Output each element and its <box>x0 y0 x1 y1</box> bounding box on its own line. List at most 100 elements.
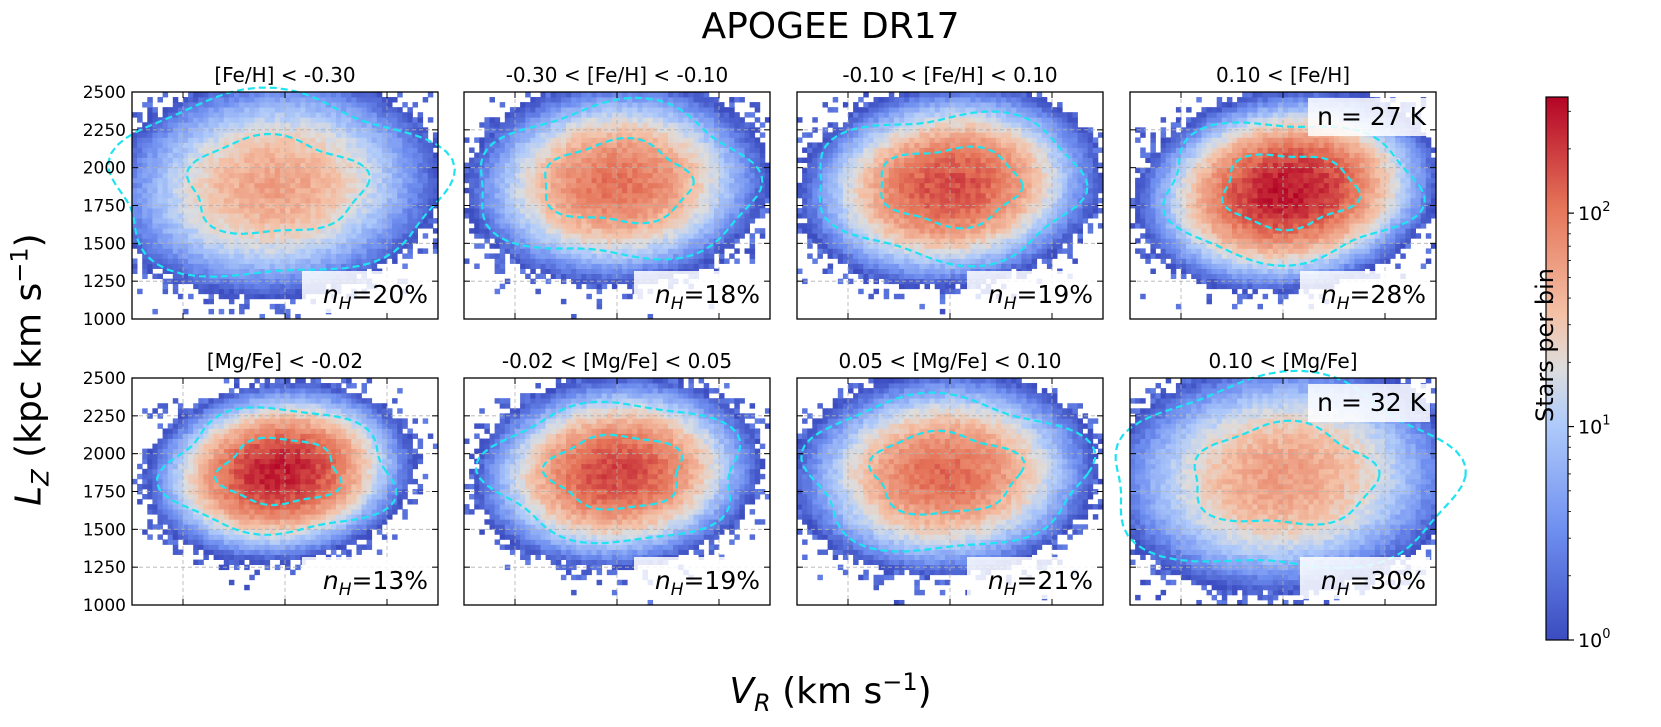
heatmap-bin <box>316 117 322 122</box>
heatmap-bin <box>546 102 552 107</box>
heatmap-bin <box>229 299 235 304</box>
heatmap-bin <box>321 198 327 203</box>
heatmap-bin <box>198 269 204 274</box>
heatmap-bin <box>576 168 582 173</box>
heatmap-bin <box>168 132 174 137</box>
heatmap-bin <box>132 223 138 228</box>
heatmap-bin <box>193 97 199 102</box>
heatmap-bin <box>341 218 347 223</box>
heatmap-bin <box>688 153 694 158</box>
heatmap-bin <box>474 188 480 193</box>
heatmap-bin <box>168 147 174 152</box>
heatmap-bin <box>387 112 393 117</box>
heatmap-bin <box>541 223 547 228</box>
heatmap-bin <box>265 168 271 173</box>
heatmap-bin <box>402 264 408 269</box>
heatmap-bin <box>637 142 643 147</box>
heatmap-bin <box>209 228 215 233</box>
heatmap-bin <box>678 137 684 142</box>
heatmap-bin <box>219 173 225 178</box>
heatmap-bin <box>622 183 628 188</box>
heatmap-bin <box>566 158 572 163</box>
heatmap-bin <box>239 243 245 248</box>
heatmap-bin <box>520 218 526 223</box>
heatmap-bin <box>163 258 169 263</box>
heatmap-bin <box>280 163 286 168</box>
heatmap-bin <box>637 173 643 178</box>
heatmap-bin <box>597 92 603 97</box>
heatmap-bin <box>387 107 393 112</box>
heatmap-bin <box>142 158 148 163</box>
heatmap-bin <box>295 122 301 127</box>
heatmap-bin <box>510 248 516 253</box>
heatmap-bin <box>469 193 475 198</box>
heatmap-bin <box>331 253 337 258</box>
heatmap-bin <box>244 153 250 158</box>
heatmap-bin <box>137 158 143 163</box>
heatmap-bin <box>592 132 598 137</box>
heatmap-bin <box>525 193 531 198</box>
heatmap-bin <box>688 122 694 127</box>
heatmap-bin <box>229 294 235 299</box>
heatmap-bin <box>209 137 215 142</box>
heatmap-bin <box>168 218 174 223</box>
heatmap-bin <box>586 223 592 228</box>
heatmap-bin <box>168 248 174 253</box>
heatmap-bin <box>377 213 383 218</box>
heatmap-bin <box>295 193 301 198</box>
heatmap-bin <box>285 92 291 97</box>
heatmap-bin <box>367 248 373 253</box>
heatmap-bin <box>229 173 235 178</box>
heatmap-bin <box>653 213 659 218</box>
heatmap-bin <box>525 163 531 168</box>
heatmap-bin <box>254 168 260 173</box>
heatmap-bin <box>193 248 199 253</box>
heatmap-bin <box>331 137 337 142</box>
heatmap-bin <box>341 173 347 178</box>
heatmap-bin <box>326 122 332 127</box>
heatmap-bin <box>188 173 194 178</box>
heatmap-bin <box>158 163 164 168</box>
heatmap-bin <box>193 112 199 117</box>
heatmap-bin <box>648 122 654 127</box>
heatmap-bin <box>173 228 179 233</box>
heatmap-bin <box>576 198 582 203</box>
heatmap-bin <box>326 243 332 248</box>
heatmap-bin <box>260 107 266 112</box>
heatmap-bin <box>418 158 424 163</box>
heatmap-bin <box>387 198 393 203</box>
heatmap-bin <box>694 228 700 233</box>
heatmap-bin <box>617 173 623 178</box>
heatmap-bin <box>597 304 603 309</box>
heatmap-bin <box>622 117 628 122</box>
heatmap-bin <box>617 274 623 279</box>
heatmap-bin <box>367 147 373 152</box>
heatmap-bin <box>484 193 490 198</box>
heatmap-bin <box>688 142 694 147</box>
heatmap-bin <box>663 168 669 173</box>
heatmap-bin <box>495 158 501 163</box>
heatmap-bin <box>566 117 572 122</box>
heatmap-bin <box>163 208 169 213</box>
heatmap-bin <box>336 122 342 127</box>
heatmap-bin <box>285 213 291 218</box>
heatmap-bin <box>495 153 501 158</box>
heatmap-bin <box>209 269 215 274</box>
heatmap-bin <box>530 238 536 243</box>
heatmap-bin <box>495 132 501 137</box>
heatmap-bin <box>209 112 215 117</box>
heatmap-bin <box>392 142 398 147</box>
heatmap-bin <box>295 178 301 183</box>
heatmap-bin <box>137 178 143 183</box>
heatmap-bin <box>203 258 209 263</box>
heatmap-bin <box>158 168 164 173</box>
heatmap-bin <box>203 117 209 122</box>
heatmap-bin <box>331 173 337 178</box>
heatmap-bin <box>158 132 164 137</box>
heatmap-bin <box>704 264 710 269</box>
heatmap-bin <box>275 178 281 183</box>
heatmap-bin <box>586 112 592 117</box>
heatmap-bin <box>699 183 705 188</box>
heatmap-bin <box>592 218 598 223</box>
heatmap-bin <box>643 213 649 218</box>
